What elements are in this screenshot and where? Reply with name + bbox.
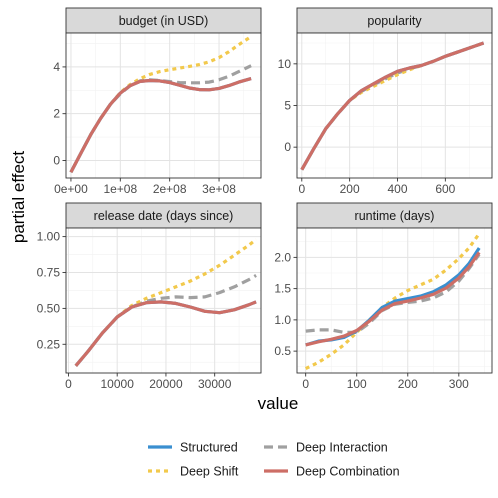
y-axis-title: partial effect xyxy=(9,151,28,244)
legend-label-structured: Structured xyxy=(180,441,238,455)
x-tick-label: 0 xyxy=(298,182,305,196)
x-tick-label: 200 xyxy=(398,377,418,391)
x-tick-label: 200 xyxy=(340,182,360,196)
y-tick-label: 0 xyxy=(284,140,291,154)
panel-border xyxy=(296,227,493,374)
panel-title: popularity xyxy=(367,14,422,28)
x-tick-label: 0e+00 xyxy=(54,182,88,196)
y-tick-label: 1.0 xyxy=(274,313,291,327)
panel-runtime-days: runtime (days) 0 100 200 300 0.5 1.0 1.5 2.0 xyxy=(274,202,493,391)
panel-border xyxy=(65,32,262,179)
y-tick-label: 10 xyxy=(278,57,292,71)
legend: Structured Deep Interaction Deep Shift D… xyxy=(148,441,400,479)
x-tick-label: 3e+08 xyxy=(202,182,236,196)
legend-label-deep-combination: Deep Combination xyxy=(296,465,400,479)
y-tick-label: 1.5 xyxy=(274,282,291,296)
y-tick-label: 1.00 xyxy=(37,230,61,244)
strip-background xyxy=(296,7,493,34)
y-tick-label: 4 xyxy=(53,60,60,74)
panel-popularity: popularity 0 200 400 600 0 5 10 xyxy=(278,7,493,196)
x-tick-label: 0 xyxy=(65,377,72,391)
x-tick-label: 300 xyxy=(449,377,469,391)
series-line-deep-combination xyxy=(69,77,252,173)
x-tick-label: 400 xyxy=(387,182,407,196)
legend-label-deep-interaction: Deep Interaction xyxy=(296,441,388,455)
x-axis-title: value xyxy=(258,394,299,413)
y-tick-label: 0.5 xyxy=(274,344,291,358)
legend-label-deep-shift: Deep Shift xyxy=(180,465,239,479)
series-line-deep-shift xyxy=(74,238,258,367)
panel-title: release date (days since) xyxy=(94,209,234,223)
y-tick-label: 2.0 xyxy=(274,250,291,264)
x-tick-label: 100 xyxy=(347,377,367,391)
strip-background xyxy=(65,7,262,34)
legend-item-structured: Structured xyxy=(148,441,238,455)
y-tick-label: 5 xyxy=(284,99,291,113)
x-tick-label: 30000 xyxy=(198,377,232,391)
series-line-deep-shift xyxy=(304,232,481,371)
plot-background xyxy=(66,33,261,178)
panel-border xyxy=(65,227,262,374)
panel-grid: budget (in USD) 0e+00 1e+08 2e+08 3e+08 0 2 4 po… xyxy=(37,7,493,391)
y-tick-label: 0.50 xyxy=(37,301,61,315)
panel-budget-in-usd: budget (in USD) 0e+00 1e+08 2e+08 3e+08 0 2 4 xyxy=(53,7,262,196)
strip-background xyxy=(296,202,493,229)
x-tick-label: 10000 xyxy=(101,377,135,391)
series-line-deep-shift xyxy=(69,35,252,173)
legend-item-deep-combination: Deep Combination xyxy=(264,465,400,479)
x-tick-label: 0 xyxy=(302,377,309,391)
panel-release-date-days-since: release date (days since) 0 10000 20000 3000… xyxy=(37,202,262,391)
panel-title: runtime (days) xyxy=(355,209,435,223)
x-tick-label: 600 xyxy=(435,182,455,196)
legend-item-deep-shift: Deep Shift xyxy=(148,465,239,479)
panel-title: budget (in USD) xyxy=(119,14,209,28)
y-tick-label: 0.75 xyxy=(37,266,61,280)
x-tick-label: 2e+08 xyxy=(153,182,187,196)
y-tick-label: 2 xyxy=(53,107,60,121)
y-tick-label: 0.25 xyxy=(37,337,61,351)
x-tick-label: 1e+08 xyxy=(103,182,137,196)
series-line-deep-combination xyxy=(74,300,257,367)
series-line-deep-combination xyxy=(305,251,481,347)
plot-background xyxy=(66,228,261,373)
legend-item-deep-interaction: Deep Interaction xyxy=(264,441,388,455)
series-line-deep-combination xyxy=(300,41,485,171)
x-tick-label: 20000 xyxy=(149,377,183,391)
y-tick-label: 0 xyxy=(53,153,60,167)
